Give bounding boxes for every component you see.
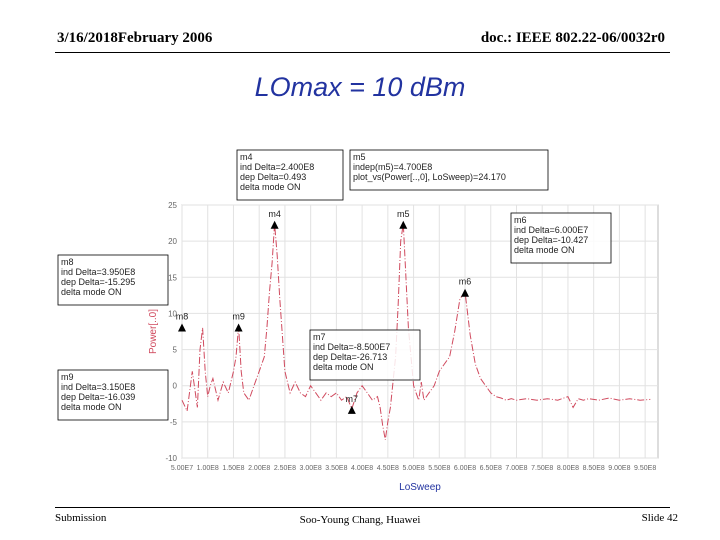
x-tick-label: 2.50E8 xyxy=(274,465,296,472)
x-tick-label: 5.00E7 xyxy=(171,465,193,472)
y-tick-label: 20 xyxy=(168,237,177,246)
annotation-text: m6 xyxy=(514,215,527,225)
annotation-text: m4 xyxy=(240,152,253,162)
series-line xyxy=(181,223,651,440)
marker-label-m8: m8 xyxy=(176,311,189,321)
annotation-box-m9 xyxy=(57,369,169,421)
annotation-text: ind Delta=-8.500E7 xyxy=(313,342,390,352)
annotation-text: ind Delta=2.400E8 xyxy=(240,162,314,172)
x-tick-label: 9.00E8 xyxy=(608,465,630,472)
annotation-text: dep Delta=-10.427 xyxy=(514,235,588,245)
marker-m4 xyxy=(270,220,279,229)
chart-axes: 25 20 15 10 5 0 -5 -10 5.00E7 1.00E8 1.50E8 2.00E8 2… xyxy=(148,201,656,493)
marker-m7 xyxy=(347,405,356,414)
marker-m8 xyxy=(178,323,186,332)
marker-m6 xyxy=(461,288,470,297)
y-tick-label: 5 xyxy=(173,346,178,355)
x-tick-label: 1.00E8 xyxy=(197,465,219,472)
annotation-box-m5 xyxy=(349,149,549,191)
annotation-text: m9 xyxy=(61,372,74,382)
header-doc-id: doc.: IEEE 802.22-06/0032r0 xyxy=(480,30,665,46)
footer-author: Soo-Young Chang, Huawei xyxy=(299,514,421,526)
header-date: 3/16/2018February 2006 xyxy=(57,30,213,46)
annotation-text: delta mode ON xyxy=(61,287,122,297)
slide-title: LOmax = 10 dBm xyxy=(254,72,466,102)
annotation-text: dep Delta=0.493 xyxy=(240,172,306,182)
chart-markers: m8 m9 m4 m7 m5 m6 xyxy=(176,209,472,414)
x-tick-label: 6.50E8 xyxy=(480,465,502,472)
x-tick-label: 9.50E8 xyxy=(634,465,656,472)
annotation-text: m8 xyxy=(61,257,74,267)
annotation-text: ind Delta=3.150E8 xyxy=(61,382,135,392)
annotation-text: indep(m5)=4.700E8 xyxy=(353,162,432,172)
x-tick-label: 8.00E8 xyxy=(557,465,579,472)
x-tick-label: 8.50E8 xyxy=(583,465,605,472)
x-tick-label: 5.50E8 xyxy=(428,465,450,472)
annotation-text: delta mode ON xyxy=(240,182,301,192)
y-tick-label: -5 xyxy=(170,418,178,427)
annotation-text: dep Delta=-15.295 xyxy=(61,277,135,287)
annotation-box-m7 xyxy=(309,329,421,381)
y-tick-label: 0 xyxy=(173,382,178,391)
x-tick-label: 7.00E8 xyxy=(505,465,527,472)
x-tick-label: 7.50E8 xyxy=(531,465,553,472)
annotation-box-m4 xyxy=(236,149,344,201)
x-tick-label: 6.00E8 xyxy=(454,465,476,472)
y-tick-label: 10 xyxy=(168,309,177,318)
x-tick-label: 4.00E8 xyxy=(351,465,373,472)
marker-label-m5: m5 xyxy=(397,209,410,219)
footer-slide-number: Slide 42 xyxy=(641,512,678,524)
chart-series xyxy=(181,223,651,440)
x-tick-label: 1.50E8 xyxy=(222,465,244,472)
x-tick-label: 4.50E8 xyxy=(377,465,399,472)
y-tick-label: -10 xyxy=(165,454,177,463)
marker-label-m7: m7 xyxy=(346,394,359,404)
annotation-text: delta mode ON xyxy=(313,362,374,372)
annotation-box-m6 xyxy=(510,212,612,264)
y-axis-label: Power[..0] xyxy=(148,309,159,354)
annotation-text: m5 xyxy=(353,152,366,162)
annotation-text: delta mode ON xyxy=(514,245,575,255)
annotation-text: dep Delta=-26.713 xyxy=(313,352,387,362)
annotation-text: m7 xyxy=(313,332,326,342)
header-rule xyxy=(55,52,670,53)
y-tick-label: 25 xyxy=(168,201,177,210)
marker-label-m9: m9 xyxy=(232,311,245,321)
marker-m5 xyxy=(399,220,408,229)
annotation-text: plot_vs(Power[..,0], LoSweep)=24.170 xyxy=(353,172,506,182)
annotation-text: dep Delta=-16.039 xyxy=(61,392,135,402)
annotation-text: delta mode ON xyxy=(61,402,122,412)
marker-label-m4: m4 xyxy=(268,209,281,219)
annotation-box-m8 xyxy=(57,254,169,306)
annotation-text: ind Delta=3.950E8 xyxy=(61,267,135,277)
footer-rule xyxy=(55,507,670,508)
x-tick-label: 3.00E8 xyxy=(300,465,322,472)
marker-label-m6: m6 xyxy=(459,277,472,287)
x-tick-label: 3.50E8 xyxy=(325,465,347,472)
x-tick-label: 2.00E8 xyxy=(248,465,270,472)
annotation-text: ind Delta=6.000E7 xyxy=(514,225,588,235)
marker-m9 xyxy=(234,323,243,332)
y-tick-label: 15 xyxy=(168,273,177,282)
x-tick-label: 5.00E8 xyxy=(402,465,424,472)
x-axis-label: LoSweep xyxy=(399,482,441,493)
footer-submission: Submission xyxy=(55,512,107,524)
